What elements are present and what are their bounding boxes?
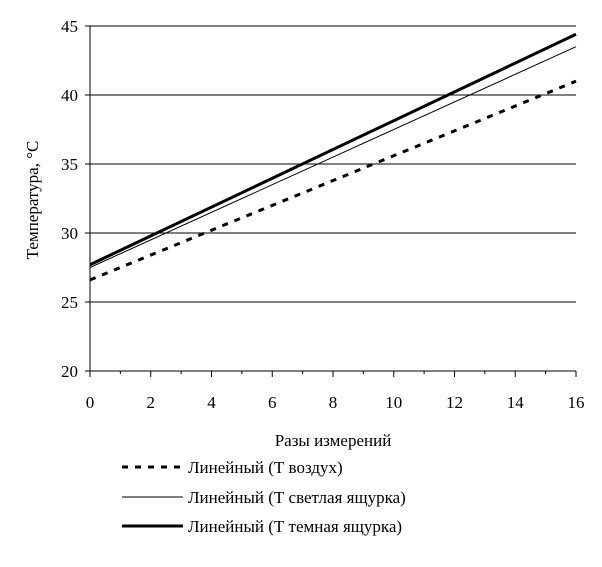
x-tick-label-16: 16 <box>568 393 585 412</box>
x-tick-label-0: 0 <box>86 393 95 412</box>
y-tick-label-35: 35 <box>61 155 78 174</box>
y-tick-label-45: 45 <box>61 17 78 36</box>
series-line-1 <box>89 79 577 282</box>
x-tick-label-2: 2 <box>147 393 156 412</box>
y-tick-label-40: 40 <box>61 86 78 105</box>
y-tick-label-25: 25 <box>61 293 78 312</box>
x-tick-label-12: 12 <box>446 393 463 412</box>
y-tick-label-30: 30 <box>61 224 78 243</box>
series-line-3 <box>89 32 577 267</box>
legend-label-3: Линейный (Т темная ящурка) <box>188 517 402 536</box>
series-line-2 <box>89 46 577 268</box>
x-axis-ticks: 0 2 4 6 8 10 12 14 16 <box>86 371 585 412</box>
x-tick-label-8: 8 <box>329 393 338 412</box>
x-tick-label-10: 10 <box>385 393 402 412</box>
x-tick-label-14: 14 <box>507 393 525 412</box>
axes <box>89 26 576 372</box>
y-axis-ticks: 20 25 30 35 40 45 <box>61 17 90 381</box>
x-tick-label-4: 4 <box>207 393 216 412</box>
y-tick-label-20: 20 <box>61 362 78 381</box>
x-tick-label-6: 6 <box>268 393 277 412</box>
y-axis-title: Температура, °С <box>23 141 42 260</box>
series-lines <box>89 32 577 282</box>
legend-label-2: Линейный (Т светлая ящурка) <box>188 488 406 507</box>
x-axis-title: Разы измерений <box>275 431 392 450</box>
horizontal-gridlines <box>90 25 576 372</box>
legend: Линейный (Т воздух) Линейный (Т светлая я… <box>122 458 406 536</box>
legend-label-1: Линейный (Т воздух) <box>188 458 343 477</box>
